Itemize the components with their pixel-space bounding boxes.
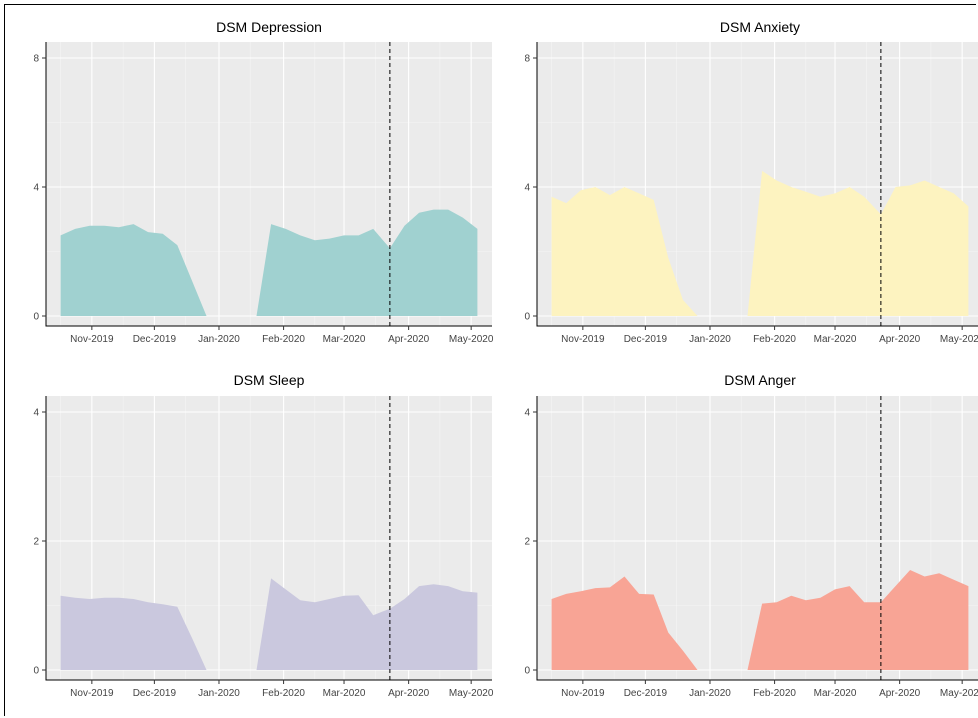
x-tick-label: Mar-2020 bbox=[323, 334, 366, 345]
area-series-segment-1 bbox=[551, 187, 698, 316]
panel-dsm-depression: 0 4 8 Nov-2019 Dec-2019 Jan-2020 Feb-2020 Mar-2… bbox=[33, 19, 493, 345]
y-tick-label: 0 bbox=[524, 312, 530, 323]
y-tick-label: 4 bbox=[33, 183, 39, 194]
panel-title: DSM Depression bbox=[216, 19, 322, 35]
x-tick-label: Mar-2020 bbox=[323, 688, 366, 699]
x-tick-label: Feb-2020 bbox=[753, 334, 796, 345]
area-series-segment-1 bbox=[551, 576, 698, 670]
x-tick-label: Dec-2019 bbox=[624, 688, 668, 699]
x-tick-label: Jan-2020 bbox=[689, 334, 731, 345]
x-tick-label: Nov-2019 bbox=[561, 688, 605, 699]
x-tick-label: Feb-2020 bbox=[262, 688, 305, 699]
area-series-segment-2 bbox=[256, 209, 478, 316]
x-tick-label: Feb-2020 bbox=[262, 334, 305, 345]
y-tick-label: 2 bbox=[33, 537, 39, 548]
x-tick-label: May-2020 bbox=[449, 688, 494, 699]
panel-dsm-anger: 0 2 4 Nov-2019 Dec-2019 Jan-2020 Feb-2020 Mar-2… bbox=[524, 372, 978, 699]
y-tick-label: 8 bbox=[33, 54, 39, 65]
area-series-segment-2 bbox=[747, 570, 969, 670]
x-tick-label: Feb-2020 bbox=[753, 688, 796, 699]
y-tick-label: 4 bbox=[524, 408, 530, 419]
x-tick-label: Apr-2020 bbox=[879, 334, 921, 345]
x-tick-label: Jan-2020 bbox=[198, 688, 240, 699]
y-tick-label: 0 bbox=[33, 666, 39, 677]
x-tick-label: Nov-2019 bbox=[561, 334, 605, 345]
panel-title: DSM Anxiety bbox=[720, 19, 800, 35]
y-tick-label: 8 bbox=[524, 54, 530, 65]
panel-dsm-sleep: 0 2 4 Nov-2019 Dec-2019 Jan-2020 Feb-2020 Mar-2… bbox=[33, 372, 493, 699]
panel-title: DSM Sleep bbox=[234, 372, 305, 388]
y-tick-label: 0 bbox=[524, 666, 530, 677]
x-tick-label: Nov-2019 bbox=[70, 334, 114, 345]
area-series-segment-2 bbox=[747, 170, 969, 316]
y-tick-label: 4 bbox=[33, 408, 39, 419]
x-tick-label: Nov-2019 bbox=[70, 688, 114, 699]
x-tick-label: Apr-2020 bbox=[879, 688, 921, 699]
x-tick-label: Mar-2020 bbox=[814, 334, 857, 345]
x-tick-label: Jan-2020 bbox=[198, 334, 240, 345]
y-tick-label: 4 bbox=[524, 183, 530, 194]
area-series-segment-1 bbox=[60, 224, 207, 316]
x-tick-label: Dec-2019 bbox=[133, 334, 177, 345]
x-tick-label: Dec-2019 bbox=[133, 688, 177, 699]
x-tick-label: Jan-2020 bbox=[689, 688, 731, 699]
x-tick-label: May-2020 bbox=[449, 334, 494, 345]
area-series-segment-1 bbox=[60, 595, 207, 670]
panel-dsm-anxiety: 0 4 8 Nov-2019 Dec-2019 Jan-2020 Feb-2020 Mar-2… bbox=[524, 19, 978, 345]
y-tick-label: 0 bbox=[33, 312, 39, 323]
x-tick-label: Mar-2020 bbox=[814, 688, 857, 699]
x-tick-label: May-2020 bbox=[940, 688, 978, 699]
area-series-segment-2 bbox=[256, 578, 478, 670]
x-tick-label: Dec-2019 bbox=[624, 334, 668, 345]
x-tick-label: Apr-2020 bbox=[388, 334, 430, 345]
x-tick-label: May-2020 bbox=[940, 334, 978, 345]
x-tick-label: Apr-2020 bbox=[388, 688, 430, 699]
y-tick-label: 2 bbox=[524, 537, 530, 548]
panel-title: DSM Anger bbox=[724, 372, 796, 388]
